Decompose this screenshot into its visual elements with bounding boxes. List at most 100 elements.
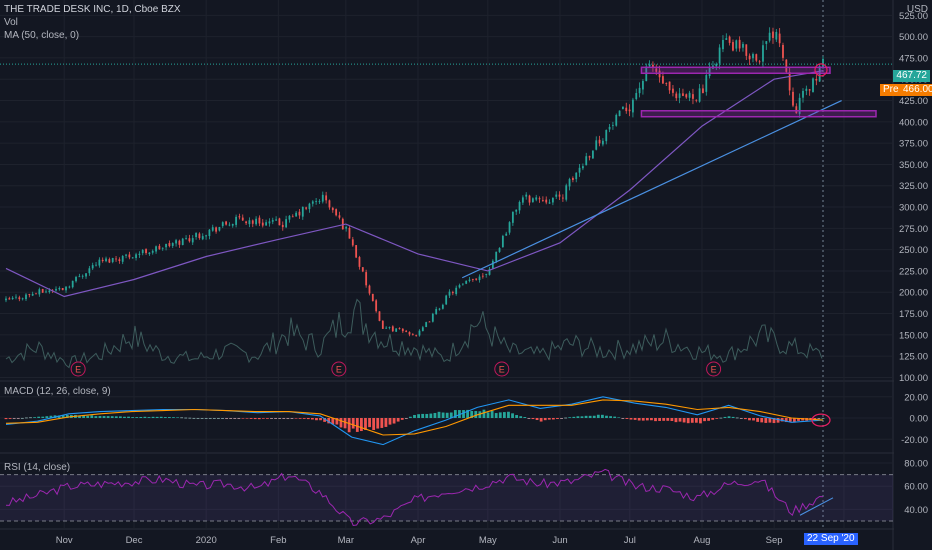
rsi-trendline [799, 497, 834, 516]
candle-body [798, 97, 801, 114]
macd-histogram-bar [221, 418, 224, 419]
macd-histogram-bar [217, 418, 220, 419]
candle-body [588, 156, 591, 158]
macd-histogram-bar [106, 416, 110, 418]
macd-histogram-bar [470, 410, 474, 418]
candle-body [718, 47, 721, 64]
macd-histogram-bar [298, 418, 302, 419]
last-price-tag: 467.72 [893, 70, 930, 82]
candle-body [375, 300, 378, 312]
candle-body [235, 216, 237, 225]
macd-histogram-bar [641, 418, 645, 421]
macd-pane[interactable] [4, 396, 831, 446]
macd-histogram-bar [735, 417, 739, 419]
y-tick-label: 100.00 [899, 373, 928, 384]
macd-histogram-bar [57, 415, 61, 418]
candle-body [551, 198, 554, 203]
candle-body [68, 286, 71, 288]
macd-histogram-bar [723, 416, 727, 418]
y-tick-label: -20.00 [901, 435, 928, 446]
macd-histogram-bar [327, 418, 331, 424]
candle-body [108, 259, 111, 263]
macd-histogram-bar [241, 418, 245, 419]
candle-body [742, 43, 744, 48]
candle-body [782, 44, 784, 58]
macd-histogram-bar [449, 412, 453, 418]
macd-histogram-bar [617, 417, 621, 418]
macd-histogram-bar [400, 418, 404, 420]
macd-legend[interactable]: MACD (12, 26, close, 9) [4, 386, 111, 397]
candle-body [348, 227, 351, 239]
candle-body [685, 94, 688, 98]
candle-body [678, 93, 681, 98]
candle-body [752, 53, 754, 59]
volume-legend[interactable]: Vol [4, 17, 18, 28]
macd-histogram-bar [290, 418, 294, 419]
candle-body [498, 248, 501, 252]
candle-body [605, 130, 608, 142]
candle-body [665, 83, 668, 84]
x-tick-label: Apr [411, 535, 426, 546]
macd-histogram-bar [739, 418, 743, 419]
macd-histogram-bar [670, 418, 674, 421]
candle-body [35, 293, 37, 295]
currency-label[interactable]: USD [906, 4, 928, 15]
candle-body [191, 238, 194, 243]
candle-body [185, 238, 187, 240]
macd-histogram-bar [347, 418, 351, 433]
rsi-legend[interactable]: RSI (14, close) [4, 462, 71, 473]
resistance-zone [640, 66, 831, 75]
candle-body [211, 227, 214, 231]
macd-histogram-bar [131, 417, 135, 418]
earnings-marker [706, 361, 722, 377]
macd-histogram-bar [564, 417, 568, 419]
macd-histogram-bar [61, 415, 65, 418]
y-tick-label: 275.00 [899, 224, 928, 235]
y-tick-label: 20.00 [904, 392, 928, 403]
macd-histogram-bar [413, 414, 416, 418]
candle-body [268, 221, 271, 224]
candle-body [295, 212, 298, 217]
candle-body [401, 328, 404, 332]
candle-body [225, 221, 227, 225]
macd-histogram-bar [813, 418, 817, 420]
macd-histogram-bar [335, 418, 339, 425]
rsi-pane[interactable] [0, 468, 893, 527]
candle-body [628, 109, 631, 112]
candle-body [55, 288, 57, 291]
pre-market-price-tag: 466.00 [900, 84, 932, 96]
ma-legend[interactable]: MA (50, close, 0) [4, 30, 80, 41]
candle-body [298, 211, 301, 216]
macd-histogram-bar [531, 418, 535, 420]
macd-histogram-bar [151, 416, 155, 418]
macd-histogram-bar [560, 418, 563, 419]
candle-body [101, 259, 104, 262]
candle-body [231, 223, 234, 226]
symbol-title[interactable]: THE TRADE DESK INC, 1D, Cboe BZX [4, 4, 181, 15]
candle-body [598, 139, 601, 144]
candle-body [361, 267, 364, 272]
candle-body [151, 250, 154, 253]
macd-histogram-bar [37, 416, 41, 418]
candle-body [61, 288, 64, 291]
candle-body [815, 78, 818, 81]
macd-histogram-bar [478, 411, 482, 418]
candle-body [448, 291, 451, 296]
candle-body [415, 334, 418, 336]
candle-body [5, 298, 7, 301]
candle-body [675, 93, 678, 99]
macd-histogram-bar [339, 418, 343, 428]
candle-body [772, 31, 774, 38]
candle-body [285, 219, 288, 228]
candle-body [41, 288, 44, 293]
candle-body [511, 211, 514, 223]
macd-histogram-bar [159, 416, 163, 418]
candle-body [795, 106, 798, 114]
macd-histogram-bar [453, 410, 457, 418]
macd-histogram-bar [764, 418, 768, 423]
candle-body [538, 198, 541, 200]
macd-histogram-bar [441, 412, 445, 418]
